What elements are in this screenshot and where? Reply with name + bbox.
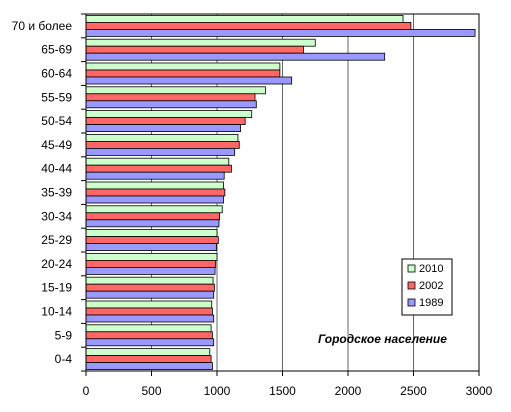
y-tick-label: 60-64 bbox=[41, 67, 72, 81]
x-tick-label: 2000 bbox=[335, 384, 362, 398]
bar bbox=[85, 276, 214, 285]
x-tick-label: 3000 bbox=[466, 384, 493, 398]
bar bbox=[85, 157, 230, 166]
y-tick-label: 65-69 bbox=[41, 43, 72, 57]
bar bbox=[85, 21, 412, 30]
legend-swatch bbox=[407, 281, 416, 290]
bar bbox=[85, 219, 220, 228]
axes bbox=[81, 13, 480, 376]
bar bbox=[85, 259, 217, 268]
bar bbox=[85, 205, 223, 214]
bar bbox=[85, 76, 293, 85]
bar bbox=[85, 314, 215, 323]
legend-swatch bbox=[407, 264, 416, 273]
y-tick-label: 55-59 bbox=[41, 90, 72, 104]
y-tick-label: 15-19 bbox=[41, 281, 72, 295]
bar bbox=[85, 348, 211, 357]
bar bbox=[85, 124, 241, 132]
legend-label: 1989 bbox=[419, 297, 443, 309]
bar bbox=[85, 52, 386, 61]
y-tick-label: 25-29 bbox=[41, 233, 72, 247]
bar bbox=[85, 300, 213, 309]
bar bbox=[85, 338, 215, 347]
bar bbox=[85, 62, 281, 71]
legend-label: 2010 bbox=[419, 263, 443, 275]
y-tick-label: 70 и более bbox=[12, 19, 73, 33]
bar bbox=[85, 181, 224, 190]
legend-label: 2002 bbox=[419, 280, 443, 292]
bar bbox=[85, 195, 224, 204]
bar bbox=[85, 171, 225, 180]
bar bbox=[85, 283, 215, 292]
bar bbox=[85, 38, 316, 47]
chart-annotation: Городское население bbox=[318, 332, 447, 346]
bar bbox=[85, 86, 266, 95]
bar bbox=[85, 14, 404, 23]
bar bbox=[85, 243, 217, 252]
bar bbox=[85, 133, 239, 142]
legend: 2010 2002 1989 bbox=[401, 258, 453, 316]
bar bbox=[85, 355, 212, 364]
bar bbox=[85, 69, 281, 78]
bar bbox=[85, 324, 212, 333]
bar bbox=[85, 147, 236, 156]
y-tick-labels: 0-4 5-9 10-14 15-19 20-24 25-29 30-34 35-39 40-4… bbox=[12, 19, 73, 366]
bar bbox=[85, 140, 240, 149]
y-tick-label: 35-39 bbox=[41, 186, 72, 200]
x-tick-label: 1500 bbox=[269, 384, 296, 398]
bar bbox=[85, 307, 213, 316]
y-tick-label: 10-14 bbox=[41, 305, 72, 319]
bars bbox=[85, 14, 476, 371]
bar bbox=[85, 266, 216, 275]
x-tick-label: 0 bbox=[83, 384, 90, 398]
x-tick-label: 500 bbox=[141, 384, 161, 398]
bar bbox=[85, 290, 215, 299]
x-tick-labels: 0 500 1000 1500 2000 2500 3000 bbox=[83, 384, 493, 398]
bar bbox=[85, 110, 253, 118]
bar bbox=[85, 100, 257, 109]
bar bbox=[85, 164, 232, 173]
bar bbox=[85, 93, 256, 102]
y-tick-label: 0-4 bbox=[55, 352, 73, 366]
x-tick-label: 1000 bbox=[204, 384, 231, 398]
x-tick-label: 2500 bbox=[400, 384, 427, 398]
y-tick-label: 50-54 bbox=[41, 114, 72, 128]
y-tick-label: 5-9 bbox=[55, 328, 73, 342]
bar bbox=[85, 117, 246, 125]
bar bbox=[85, 212, 221, 221]
bar bbox=[85, 236, 219, 245]
bar bbox=[85, 28, 476, 37]
bar bbox=[85, 252, 218, 261]
y-tick-label: 20-24 bbox=[41, 257, 72, 271]
bar bbox=[85, 188, 226, 197]
y-tick-label: 40-44 bbox=[41, 162, 72, 176]
y-tick-label: 30-34 bbox=[41, 209, 72, 223]
bar bbox=[85, 331, 213, 340]
bar bbox=[85, 45, 304, 54]
bar bbox=[85, 362, 213, 371]
legend-swatch bbox=[407, 298, 416, 307]
bar bbox=[85, 229, 218, 238]
y-tick-label: 45-49 bbox=[41, 138, 72, 152]
